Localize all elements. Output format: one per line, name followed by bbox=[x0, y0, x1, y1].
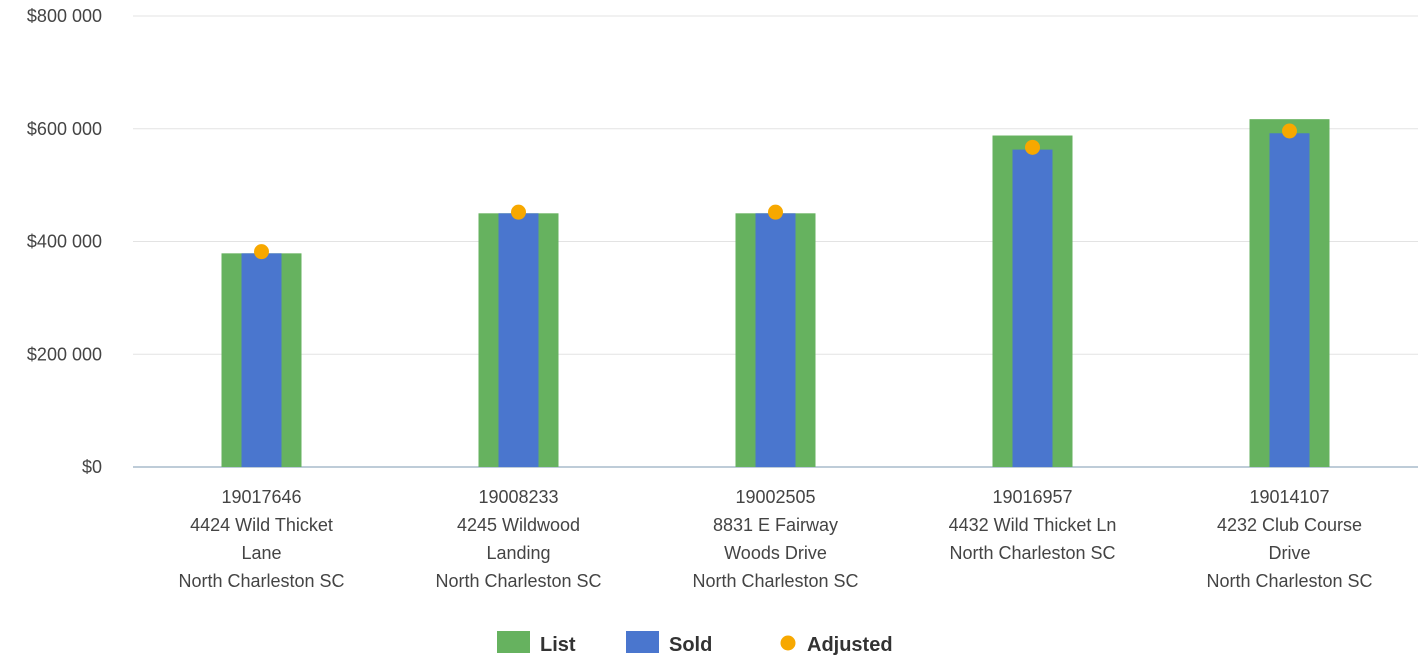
y-tick-label: $200 000 bbox=[27, 344, 102, 364]
legend-swatch bbox=[497, 631, 530, 653]
bar-sold bbox=[755, 213, 796, 467]
bar-sold bbox=[241, 253, 282, 467]
point-adjusted bbox=[511, 204, 526, 220]
y-tick-label: $400 000 bbox=[27, 232, 102, 252]
legend-item-adjusted: Adjusted bbox=[780, 634, 893, 656]
legend-label: Sold bbox=[669, 634, 712, 656]
x-category-label: 19002505 8831 E Fairway Woods Drive North C… bbox=[692, 487, 858, 591]
legend-label: Adjusted bbox=[807, 634, 893, 656]
x-category-label: 19014107 4232 Club Course Drive North Charl… bbox=[1206, 487, 1372, 591]
bar-sold bbox=[498, 213, 539, 467]
legend-label: List bbox=[540, 634, 576, 656]
legend-marker bbox=[780, 635, 796, 651]
point-adjusted bbox=[254, 244, 269, 260]
x-axis-category-labels: 19017646 4424 Wild Thicket Lane North Charl… bbox=[178, 487, 1372, 591]
legend: List Sold Adjusted bbox=[497, 631, 893, 656]
point-adjusted bbox=[1025, 139, 1040, 155]
legend-item-list: List bbox=[497, 631, 576, 656]
point-adjusted bbox=[768, 204, 783, 220]
x-category-label: 19017646 4424 Wild Thicket Lane North Charl… bbox=[178, 487, 344, 591]
bar-sold bbox=[1012, 149, 1053, 467]
legend-swatch bbox=[626, 631, 659, 653]
bars bbox=[221, 119, 1330, 467]
x-category-label: 19008233 4245 Wildwood Landing North Charle… bbox=[435, 487, 601, 591]
y-axis-tick-labels: $0 $200 000 $400 000 $600 000 $800 000 bbox=[27, 6, 102, 477]
bar-sold bbox=[1269, 133, 1310, 467]
y-tick-label: $800 000 bbox=[27, 6, 102, 26]
point-adjusted bbox=[1282, 123, 1297, 139]
y-tick-label: $0 bbox=[82, 457, 102, 477]
legend-item-sold: Sold bbox=[626, 631, 712, 656]
y-tick-label: $600 000 bbox=[27, 119, 102, 139]
x-category-label: 19016957 4432 Wild Thicket Ln North Charle… bbox=[949, 487, 1117, 563]
